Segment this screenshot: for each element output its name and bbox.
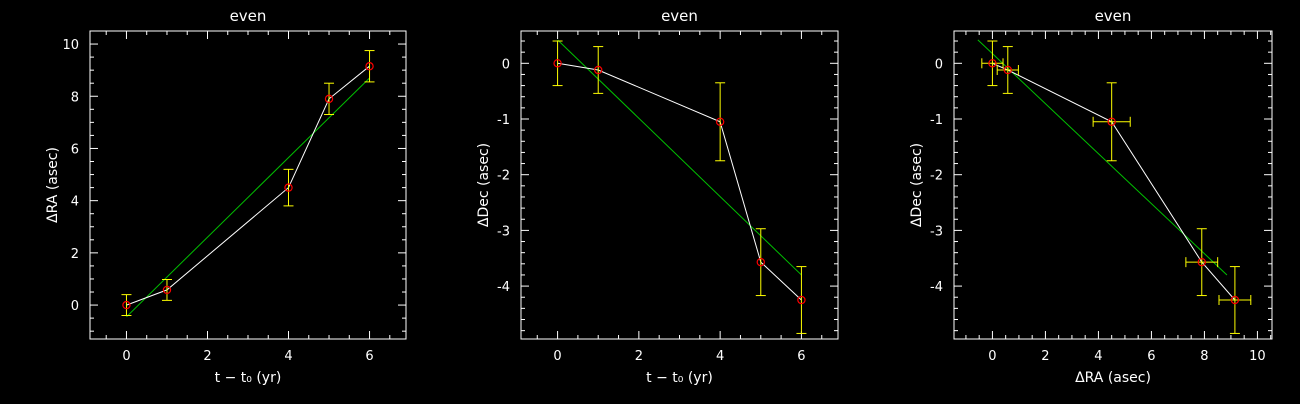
y-tick-label: -4 [930, 280, 943, 295]
data-point [553, 59, 562, 68]
data-point [122, 300, 131, 310]
y-tick-label: -3 [497, 224, 510, 239]
chart-panel-2: 0 2 4 6 0 -1 -2 -3 -4 even t − t₀ (yr) ΔDec (asec) [476, 7, 839, 386]
y-tick-label: 0 [71, 299, 79, 314]
data-point [365, 62, 374, 71]
y-tick-label: 8 [71, 90, 79, 105]
x-tick-label: 6 [797, 349, 805, 364]
chart-title: even [1095, 7, 1132, 25]
x-tick-label: 4 [284, 349, 292, 364]
x-axis-label: t − t₀ (yr) [215, 370, 282, 386]
series-line [126, 65, 370, 306]
chart-title: even [230, 7, 267, 25]
plot-frame [520, 30, 839, 340]
data-point [594, 65, 603, 75]
fit-line [557, 39, 802, 276]
x-tick-label: 6 [1147, 349, 1155, 364]
y-axis-label: ΔDec (asec) [909, 143, 925, 227]
x-tick-label: 8 [1200, 349, 1208, 364]
data-point [1197, 257, 1206, 267]
y-tick-label: 0 [935, 57, 943, 72]
x-tick-label: 0 [122, 349, 130, 364]
data-point [1003, 65, 1012, 75]
data-point [1230, 295, 1240, 305]
data-point [1107, 117, 1116, 126]
y-tick-label: 6 [71, 142, 79, 157]
data-point [284, 183, 293, 192]
series-line [557, 62, 802, 301]
y-tick-label: -1 [930, 113, 943, 128]
y-tick-label: -3 [930, 224, 943, 239]
y-axis-label: ΔRA (asec) [45, 147, 61, 223]
data-point [324, 94, 334, 104]
y-axis-label: ΔDec (asec) [476, 143, 492, 227]
x-axis-label: t − t₀ (yr) [646, 370, 713, 386]
y-tick-label: 10 [62, 38, 79, 53]
x-tick-label: 6 [365, 349, 373, 364]
y-tick-label: -1 [497, 113, 510, 128]
y-tick-label: -4 [497, 280, 510, 295]
data-point [162, 285, 172, 295]
x-tick-label: 2 [203, 349, 211, 364]
data-point [988, 59, 997, 68]
x-tick-label: 10 [1249, 349, 1266, 364]
data-point [797, 295, 806, 305]
x-tick-label: 0 [553, 349, 561, 364]
x-tick-label: 2 [635, 349, 643, 364]
fit-line [126, 77, 370, 318]
plot-frame [89, 30, 407, 340]
data-point [715, 117, 725, 126]
chart-panel-3: 0 2 4 6 8 10 0 -1 -2 -3 -4 even ΔRA (asec) ΔDec (asec… [909, 7, 1273, 386]
x-tick-label: 2 [1041, 349, 1049, 364]
plot-frame [953, 30, 1273, 340]
data-point [756, 257, 765, 267]
y-tick-label: 4 [71, 195, 79, 210]
chart-panel-1: 0 2 4 6 0 2 4 6 8 10 even t − t₀ (yr) ΔRA (asec) [45, 7, 407, 386]
x-axis-label: ΔRA (asec) [1075, 370, 1151, 386]
x-tick-label: 4 [716, 349, 724, 364]
x-tick-label: 4 [1094, 349, 1102, 364]
chart-title: even [661, 7, 698, 25]
y-tick-label: 2 [71, 247, 79, 262]
x-tick-label: 0 [988, 349, 996, 364]
y-tick-label: 0 [502, 57, 510, 72]
fit-line [977, 39, 1228, 276]
y-tick-label: -2 [930, 169, 943, 184]
y-tick-label: -2 [497, 169, 510, 184]
